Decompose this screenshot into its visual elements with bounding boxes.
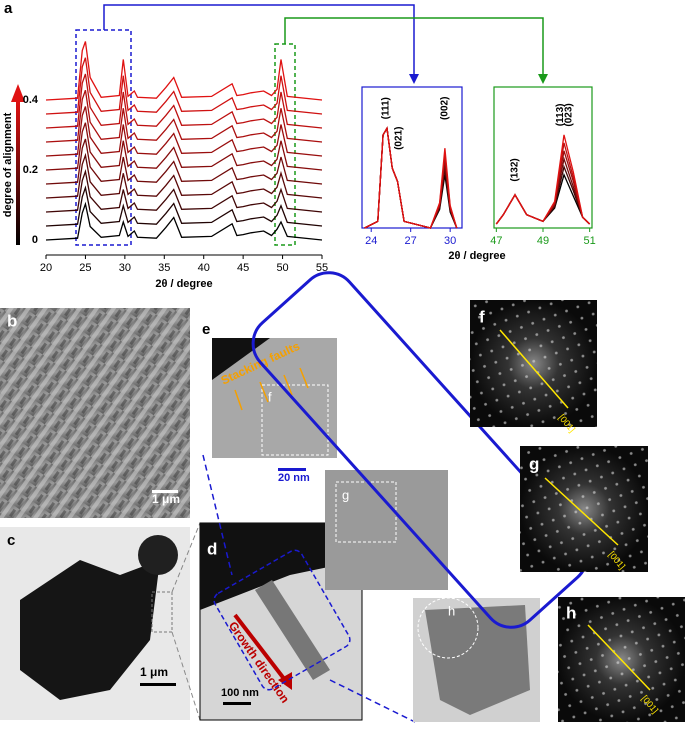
arrow-head: [11, 84, 25, 102]
peak-label: (111): [380, 97, 391, 119]
x-tick-label: 47: [490, 235, 502, 247]
arrow-head: [538, 74, 548, 84]
connector: [171, 631, 201, 721]
connector: [202, 454, 233, 576]
zoom-circle: [417, 597, 479, 659]
micrographs: b 1 μm c 1 μm d Growth direction 100 nm …: [0, 271, 685, 723]
arrow-head: [409, 74, 419, 84]
series-line: [364, 126, 458, 229]
scale-label: 20 nm: [278, 472, 310, 484]
direction-arrow: [544, 477, 619, 546]
zoom-box: [151, 591, 173, 633]
connector: [171, 522, 201, 593]
growth-arrow: [233, 613, 287, 682]
series-line: [45, 201, 323, 241]
y-axis-label: degree of alignment: [2, 112, 14, 217]
x-tick-label: 20: [40, 262, 52, 274]
series-line: [45, 73, 323, 129]
alignment-arrow: [16, 100, 20, 245]
particle: [138, 535, 178, 575]
panel-a: a degree of alignment 2θ / degree 2θ / d…: [2, 0, 593, 290]
panel-label: h: [566, 603, 576, 622]
panel-label: e: [202, 321, 210, 338]
x-tick-label: 55: [316, 262, 328, 274]
plots: 20 25 30 35 40 45 50 55 0 0.2 0.4 24 27 30 (111)(021) (…: [23, 41, 596, 274]
y-tick-label: 0.2: [23, 164, 38, 176]
scale-bar: [223, 702, 251, 705]
x-tick-label: 24: [365, 235, 377, 247]
tem-image: [325, 470, 448, 590]
peak-label: (023): [563, 103, 574, 126]
x-tick-label: 25: [79, 262, 91, 274]
fft-spots: [470, 300, 597, 427]
x-tick-label: 30: [444, 235, 456, 247]
x-tick-label: 40: [198, 262, 210, 274]
zoom-box: [75, 29, 132, 246]
inset-frame: [493, 86, 593, 229]
x-tick-label: 35: [158, 262, 170, 274]
panel-label: c: [7, 532, 15, 549]
panel-label: f: [479, 307, 485, 326]
series-line: [45, 168, 323, 213]
highlight-frame: [251, 271, 589, 629]
peak-label: (113): [555, 104, 566, 127]
x-tick-label: 50: [276, 262, 288, 274]
series-line: [45, 57, 323, 115]
x-axis-label: 2θ / degree: [448, 250, 505, 262]
peak-label: (002): [440, 97, 451, 120]
scale-bar: [140, 683, 176, 686]
region-label: h: [448, 603, 455, 618]
x-axis-label: 2θ / degree: [155, 278, 212, 290]
series-line: [45, 41, 323, 101]
connector: [284, 17, 544, 78]
zoom-box: [261, 384, 329, 456]
direction-arrow: [587, 624, 651, 691]
panel-label: a: [4, 0, 13, 17]
connector: [329, 679, 416, 723]
zoom-box: [213, 549, 351, 691]
y-tick-label: 0: [32, 234, 38, 246]
y-tick-label: 0.4: [23, 94, 39, 106]
panel-label: g: [529, 454, 539, 473]
scale-label: 100 nm: [221, 687, 259, 699]
fft-spots: [520, 446, 648, 572]
rod-tip: [425, 605, 530, 715]
sem-image: [0, 308, 190, 518]
series-line: [45, 106, 323, 157]
series-line: [45, 122, 323, 171]
scale-bar: [152, 490, 178, 493]
peak-label: (021): [393, 127, 404, 150]
fault-arrows: [234, 367, 309, 411]
direction-arrow: [499, 329, 569, 409]
x-tick-label: 27: [405, 235, 417, 247]
region-label: f: [268, 389, 272, 404]
nanorod: [255, 580, 330, 680]
connector: [103, 4, 415, 78]
series-line: [45, 152, 323, 199]
x-tick-label: 30: [119, 262, 131, 274]
rod-cluster: [20, 560, 160, 700]
scale-label: 1 μm: [152, 492, 180, 506]
series-line: [45, 185, 323, 227]
series-line: [495, 134, 591, 225]
series-line: [45, 90, 323, 143]
series-line: [45, 138, 323, 185]
rod-shadow: [200, 523, 362, 610]
scale-label: 1 μm: [140, 665, 168, 679]
x-tick-label: 51: [584, 235, 596, 247]
x-tick-label: 45: [237, 262, 249, 274]
region-label: g: [342, 487, 349, 502]
panel-label: b: [7, 311, 17, 330]
panel-label: d: [207, 539, 217, 558]
tem-edge: [212, 338, 270, 380]
scale-bar: [278, 468, 306, 471]
x-tick-label: 49: [537, 235, 549, 247]
peak-label: (132): [510, 158, 521, 181]
